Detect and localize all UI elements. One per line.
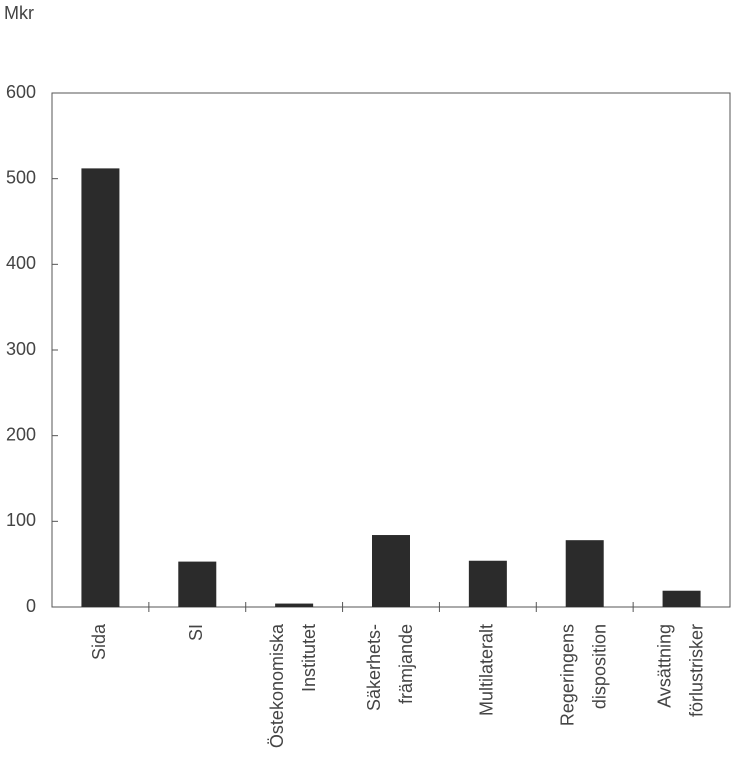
x-tick-label: främjande	[396, 624, 416, 704]
x-tick-label: Sida	[89, 623, 109, 660]
x-tick-label: Regeringens	[557, 624, 577, 726]
y-tick-label: 100	[6, 510, 36, 530]
x-tick-label: disposition	[589, 624, 609, 709]
x-tick-label: Östekonomiska	[267, 623, 287, 748]
x-tick-label: SI	[186, 624, 206, 641]
plot-frame	[51, 92, 731, 608]
x-tick-label: Säkerhets-	[364, 624, 384, 711]
x-tick-label: Institutet	[299, 624, 319, 692]
bar	[468, 560, 507, 607]
y-tick-label: 500	[6, 167, 36, 187]
bar	[81, 168, 120, 608]
y-tick-label: 0	[26, 596, 36, 616]
y-tick-label: 200	[6, 424, 36, 444]
bar	[565, 540, 604, 607]
x-tick-label: Avsättning	[654, 624, 674, 708]
bar	[178, 561, 217, 607]
y-tick-label: 300	[6, 339, 36, 359]
y-tick-label: 600	[6, 82, 36, 102]
x-tick-label: Multilateralt	[477, 624, 497, 716]
x-tick-label: förlustrisker	[686, 624, 706, 717]
bar	[372, 535, 410, 607]
bar	[662, 590, 701, 607]
y-axis-label: Mkr	[4, 3, 34, 23]
bar	[275, 603, 314, 607]
y-tick-label: 400	[6, 253, 36, 273]
